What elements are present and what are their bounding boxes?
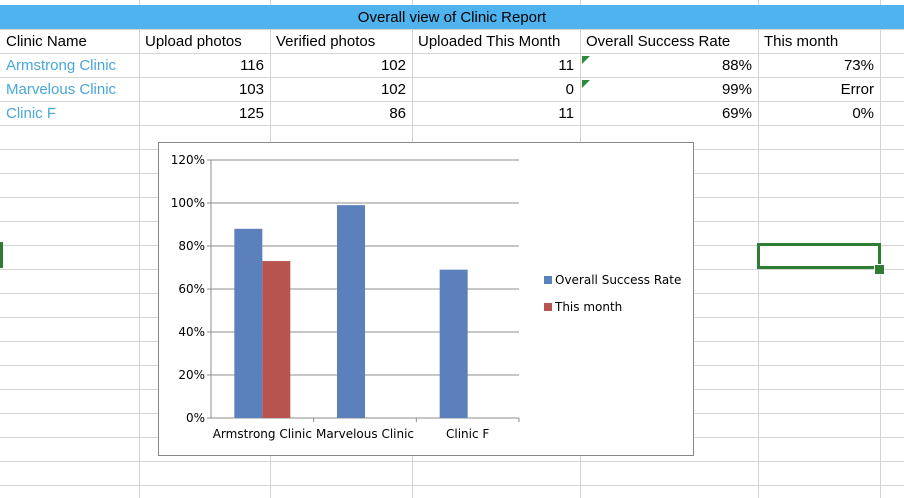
uploaded-this-month-cell[interactable]: 11 xyxy=(558,57,574,74)
overall-success-rate-cell[interactable]: 99% xyxy=(721,81,752,98)
header-clinic-name[interactable]: Clinic Name xyxy=(6,33,87,50)
y-tick-label: 120% xyxy=(171,153,205,167)
header-this-month[interactable]: This month xyxy=(764,33,839,50)
clinic-name-cell[interactable]: Armstrong Clinic xyxy=(6,57,117,74)
bar-chart: 0% 20% 40% 60% 80% 100% 120% Armstrong Clinic Ma… xyxy=(171,153,682,441)
fill-handle[interactable] xyxy=(874,264,885,275)
this-month-cell[interactable]: Error xyxy=(840,81,874,98)
y-tick-label: 60% xyxy=(178,282,205,296)
verified-photos-cell[interactable]: 86 xyxy=(389,105,406,122)
header-verified-photos[interactable]: Verified photos xyxy=(276,33,376,50)
uploaded-this-month-cell[interactable]: 0 xyxy=(565,81,574,98)
header-overall-success-rate[interactable]: Overall Success Rate xyxy=(586,33,731,50)
row-gridline xyxy=(0,53,904,54)
y-tick-label: 0% xyxy=(186,411,205,425)
bar-0 xyxy=(234,228,263,418)
y-tick-label: 20% xyxy=(178,368,205,382)
clinic-name-cell[interactable]: Clinic F xyxy=(6,105,57,122)
row-gridline xyxy=(0,485,904,486)
row-gridline xyxy=(0,77,904,78)
y-tick-label: 40% xyxy=(178,325,205,339)
upload-photos-cell[interactable]: 103 xyxy=(238,81,264,98)
bar-0 xyxy=(439,269,468,418)
row-gridline xyxy=(0,125,904,126)
header-upload-photos[interactable]: Upload photos xyxy=(145,33,242,50)
report-title[interactable]: Overall view of Clinic Report xyxy=(0,5,904,29)
overall-success-rate-cell[interactable]: 88% xyxy=(721,57,752,74)
this-month-cell[interactable]: 73% xyxy=(843,57,874,74)
y-tick-label: 100% xyxy=(171,196,205,210)
legend-label: This month xyxy=(554,300,622,314)
selected-cell[interactable] xyxy=(757,243,881,269)
error-indicator-icon[interactable] xyxy=(582,80,590,88)
legend-label: Overall Success Rate xyxy=(555,273,681,287)
legend-swatch xyxy=(544,303,552,311)
row-gridline xyxy=(0,461,904,462)
report-title-text: Overall view of Clinic Report xyxy=(357,8,547,26)
verified-photos-cell[interactable]: 102 xyxy=(380,81,406,98)
y-tick-label: 80% xyxy=(178,239,205,253)
clinic-name-cell[interactable]: Marvelous Clinic xyxy=(6,81,117,98)
x-tick-label: Armstrong Clinic xyxy=(213,427,312,441)
embedded-chart[interactable]: 0% 20% 40% 60% 80% 100% 120% Armstrong Clinic Ma… xyxy=(158,142,694,456)
row-gridline xyxy=(0,29,904,30)
row-gridline xyxy=(0,101,904,102)
header-uploaded-this-month[interactable]: Uploaded This Month xyxy=(418,33,561,50)
column-gridline xyxy=(139,0,140,498)
bar-1 xyxy=(262,261,291,418)
upload-photos-cell[interactable]: 116 xyxy=(240,57,264,74)
legend-swatch xyxy=(544,276,552,284)
error-indicator-icon[interactable] xyxy=(582,56,590,64)
verified-photos-cell[interactable]: 102 xyxy=(380,57,406,74)
upload-photos-cell[interactable]: 125 xyxy=(238,105,264,122)
overall-success-rate-cell[interactable]: 69% xyxy=(721,105,752,122)
uploaded-this-month-cell[interactable]: 11 xyxy=(558,105,574,122)
row-edge-marker xyxy=(0,242,3,268)
bar-0 xyxy=(337,205,365,418)
this-month-cell[interactable]: 0% xyxy=(852,105,874,122)
x-tick-label: Clinic F xyxy=(446,427,489,441)
x-tick-label: Marvelous Clinic xyxy=(316,427,414,441)
